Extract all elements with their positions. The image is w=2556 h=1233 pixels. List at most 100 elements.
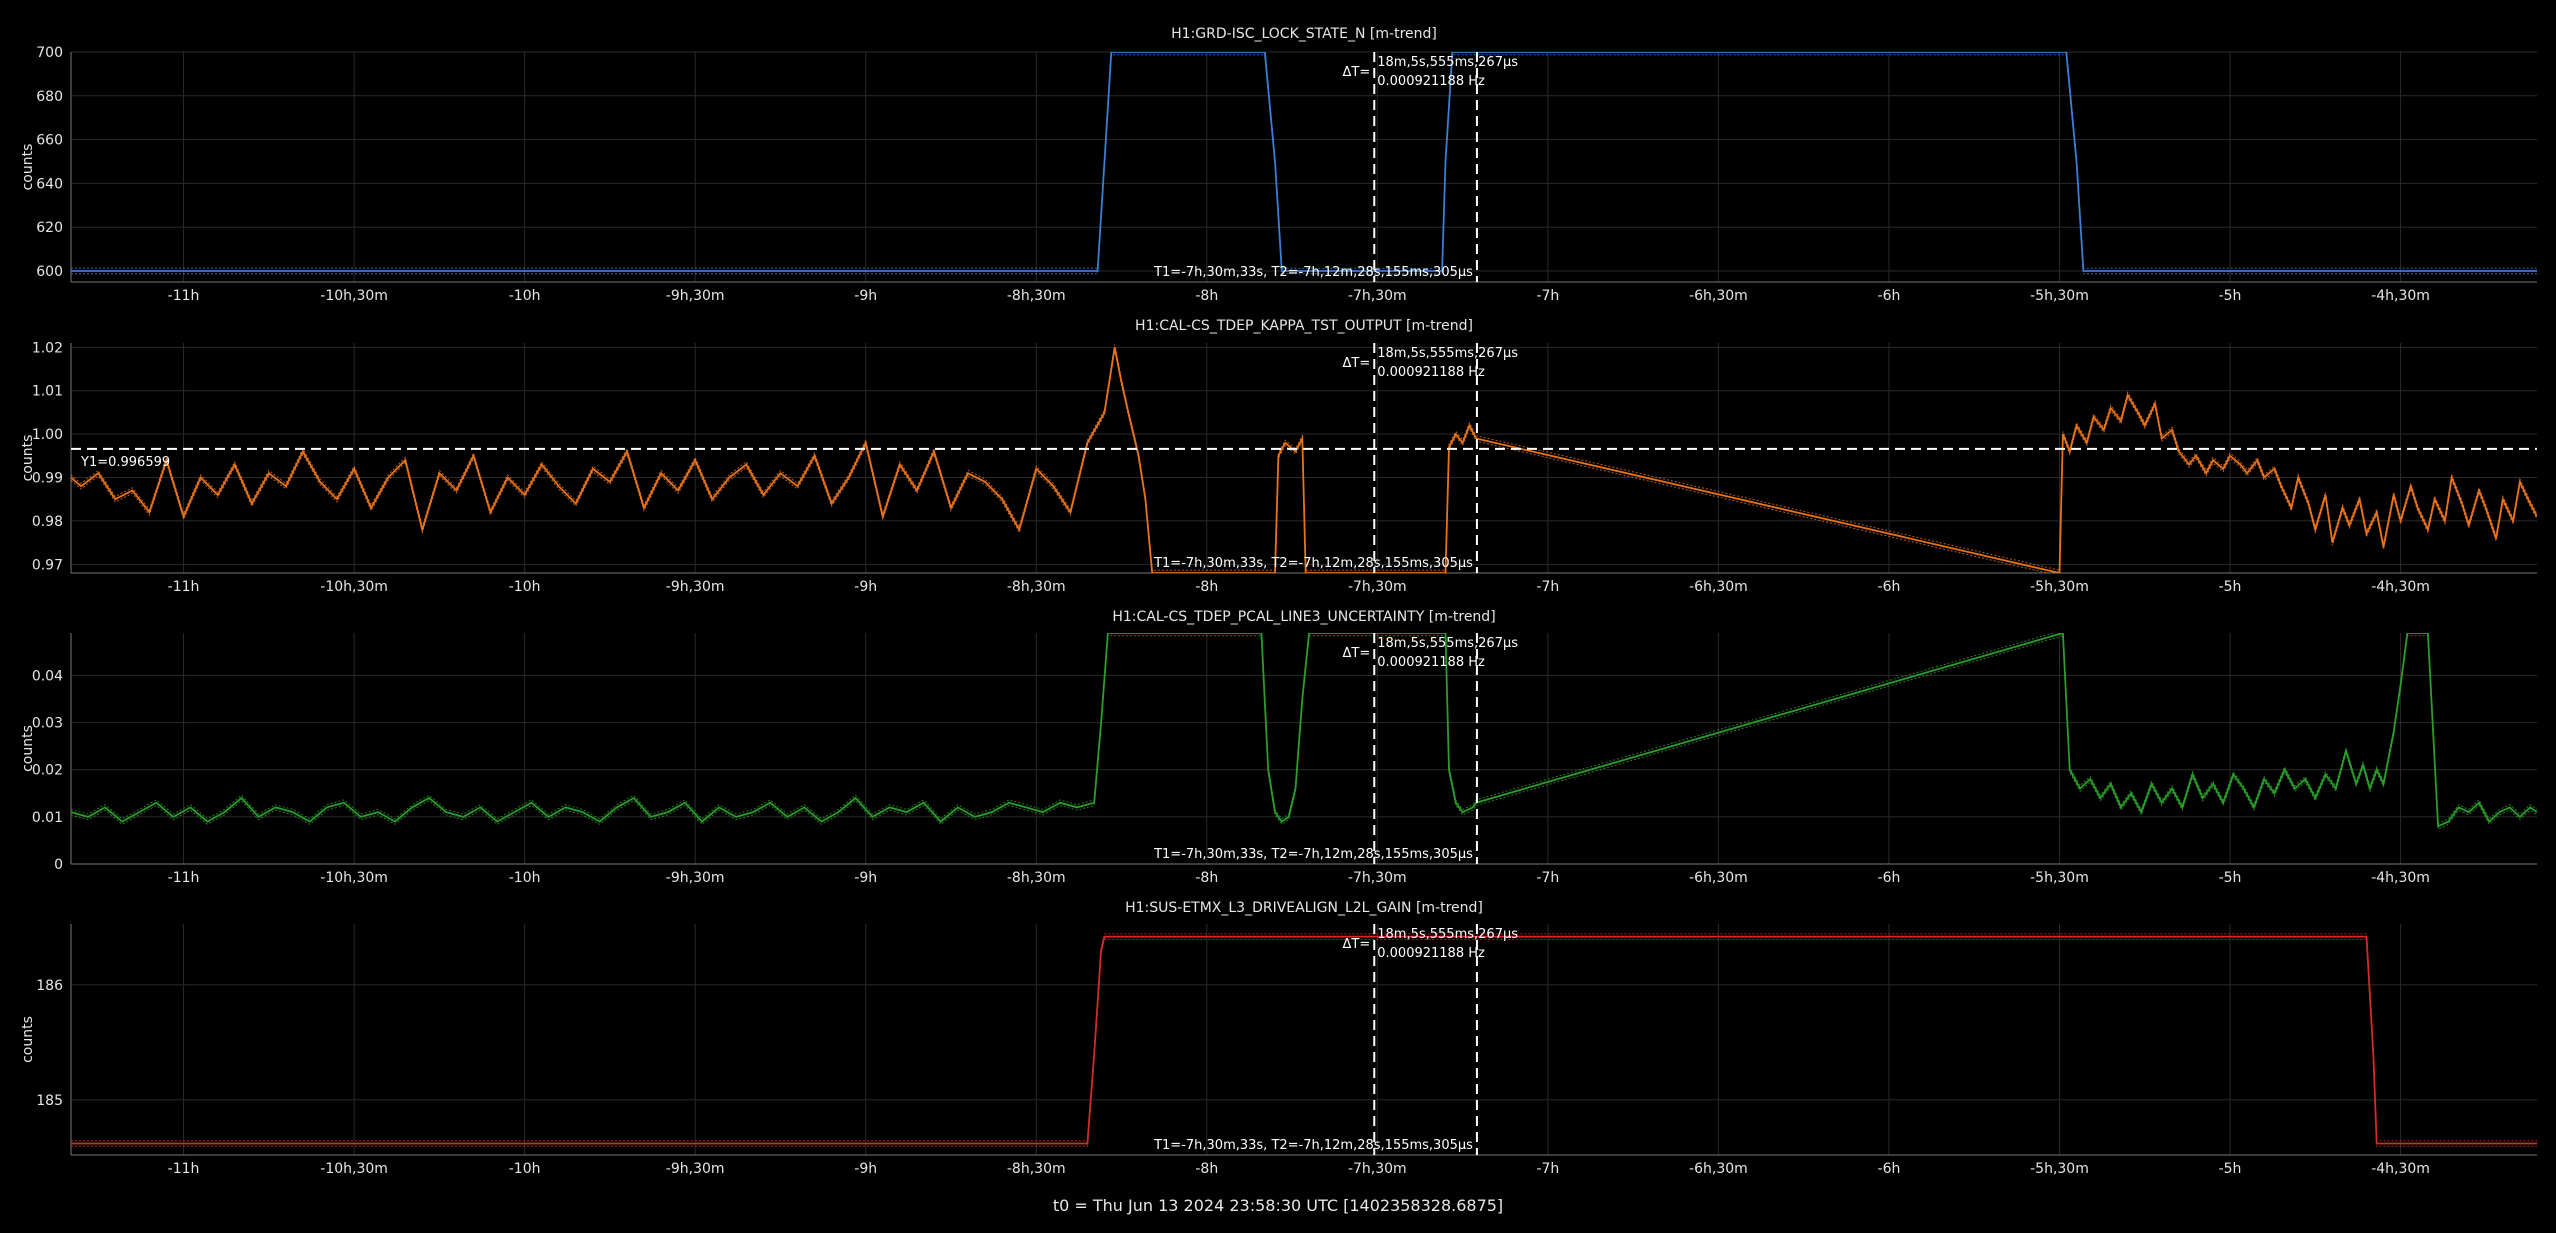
series-group	[71, 633, 2537, 830]
x-tick-label: -5h	[2219, 870, 2242, 886]
delta-frequency: 0.000921188 Hz	[1377, 365, 1485, 380]
plot-title: H1:SUS-ETMX_L3_DRIVEALIGN_L2L_GAIN [m-tr…	[1125, 900, 1483, 916]
y-tick-label: 660	[36, 133, 63, 149]
x-tick-label: -5h	[2219, 1161, 2242, 1177]
x-tick-label: -7h	[1536, 288, 1559, 304]
x-tick-label: -6h,30m	[1689, 870, 1748, 886]
x-tick-label: -8h,30m	[1007, 579, 1066, 595]
y-tick-label: 185	[36, 1093, 63, 1109]
y-tick-label: 680	[36, 89, 63, 105]
x-tick-label: -4h,30m	[2371, 288, 2430, 304]
x-tick-label: -7h,30m	[1348, 288, 1407, 304]
t-cursors-label: T1=-7h,30m,33s, T2=-7h,12m,28s,155ms,305…	[1153, 265, 1473, 280]
delta-t-label: ΔT=	[1343, 937, 1371, 952]
delta-frequency: 0.000921188 Hz	[1377, 655, 1485, 670]
delta-t-label: ΔT=	[1343, 646, 1371, 661]
series-max-envelope	[71, 52, 2537, 269]
plot-title: H1:CAL-CS_TDEP_PCAL_LINE3_UNCERTAINTY [m…	[1112, 609, 1495, 625]
y-tick-label: 0.99	[32, 471, 63, 487]
x-tick-label: -4h,30m	[2371, 579, 2430, 595]
x-tick-label: -11h	[168, 288, 200, 304]
y-tick-label: 0.01	[32, 810, 63, 826]
y-axis-label: counts	[20, 1016, 36, 1063]
y1-cursor-label: Y1=0.996599	[80, 455, 170, 470]
y-tick-label: 600	[36, 264, 63, 280]
delta-t-value: 18m,5s,555ms,267μs	[1377, 346, 1518, 361]
series-max-envelope	[71, 933, 2537, 1142]
series-line	[71, 52, 2537, 272]
delta-frequency: 0.000921188 Hz	[1377, 946, 1485, 961]
delta-t-label: ΔT=	[1343, 65, 1371, 80]
y-tick-label: 1.02	[32, 340, 63, 356]
delta-t-value: 18m,5s,555ms,267μs	[1377, 55, 1518, 70]
x-tick-label: -6h	[1878, 1161, 1901, 1177]
x-tick-label: -7h,30m	[1348, 579, 1407, 595]
plot-panel-3: 0 0.01 0.02 0.03 0.04 -11h -10h,30m -10h -9h,30m…	[20, 609, 2537, 886]
y-tick-label: 0.04	[32, 668, 63, 684]
x-tick-label: -10h	[509, 288, 541, 304]
series-max-envelope	[71, 344, 2537, 571]
x-tick-label: -8h	[1195, 579, 1218, 595]
y-tick-label: 0.97	[32, 557, 63, 573]
series-group	[71, 344, 2537, 573]
y-tick-label: 0.02	[32, 763, 63, 779]
x-tick-label: -9h	[854, 1161, 877, 1177]
series-min-envelope	[71, 938, 2537, 1147]
series-min-envelope	[71, 350, 2537, 573]
x-tick-label: -7h	[1536, 870, 1559, 886]
x-tick-label: -10h,30m	[320, 1161, 388, 1177]
plot-panel-2: 0.97 0.98 0.99 1.00 1.01 1.02 -11h -10h,30m -10h…	[20, 318, 2537, 595]
delta-t-label: ΔT=	[1343, 356, 1371, 371]
y-axis-label: counts	[20, 725, 36, 772]
delta-frequency: 0.000921188 Hz	[1377, 74, 1485, 89]
x-tick-label: -11h	[168, 1161, 200, 1177]
x-tick-label: -4h,30m	[2371, 1161, 2430, 1177]
series-group	[71, 933, 2537, 1147]
x-tick-label: -10h	[509, 870, 541, 886]
x-tick-label: -9h,30m	[666, 1161, 725, 1177]
delta-t-value: 18m,5s,555ms,267μs	[1377, 636, 1518, 651]
x-tick-label: -8h,30m	[1007, 1161, 1066, 1177]
series-line	[71, 935, 2537, 1145]
plot-title: H1:GRD-ISC_LOCK_STATE_N [m-trend]	[1171, 26, 1437, 42]
y-axis-label: counts	[20, 144, 36, 191]
y-tick-label: 0.98	[32, 514, 63, 530]
series-min-envelope	[71, 635, 2537, 830]
x-tick-label: -5h	[2219, 579, 2242, 595]
series-min-envelope	[71, 54, 2537, 275]
y-tick-label: 186	[36, 978, 63, 994]
plot-panel-1: 600 620 640 660 680 700 -11h -10h,30m -10h -9h,30…	[20, 26, 2537, 304]
x-tick-label: -10h,30m	[320, 288, 388, 304]
x-tick-label: -5h,30m	[2030, 579, 2089, 595]
x-tick-label: -7h,30m	[1348, 1161, 1407, 1177]
t-cursors-label: T1=-7h,30m,33s, T2=-7h,12m,28s,155ms,305…	[1153, 556, 1473, 571]
y-tick-label: 1.01	[32, 384, 63, 400]
x-tick-label: -6h,30m	[1689, 579, 1748, 595]
t0-footer: t0 = Thu Jun 13 2024 23:58:30 UTC [14023…	[1052, 1196, 1504, 1215]
plot-title: H1:CAL-CS_TDEP_KAPPA_TST_OUTPUT [m-trend…	[1135, 318, 1473, 334]
plot-panel-4: 185 186 -11h -10h,30m -10h -9h,30m -9h -8h,30m -…	[20, 900, 2537, 1177]
x-tick-label: -10h,30m	[320, 579, 388, 595]
x-tick-label: -9h	[854, 870, 877, 886]
x-tick-label: -6h,30m	[1689, 288, 1748, 304]
x-tick-label: -10h,30m	[320, 870, 388, 886]
t-cursors-label: T1=-7h,30m,33s, T2=-7h,12m,28s,155ms,305…	[1153, 1138, 1473, 1153]
series-line	[71, 347, 2537, 573]
y-tick-label: 0.03	[32, 716, 63, 732]
x-tick-label: -7h	[1536, 1161, 1559, 1177]
x-tick-label: -10h	[509, 1161, 541, 1177]
x-tick-label: -9h,30m	[666, 288, 725, 304]
x-tick-label: -5h	[2219, 288, 2242, 304]
x-tick-label: -8h	[1195, 288, 1218, 304]
x-tick-label: -5h,30m	[2030, 288, 2089, 304]
y-axis-label: counts	[20, 435, 36, 482]
x-tick-label: -11h	[168, 870, 200, 886]
x-tick-label: -4h,30m	[2371, 870, 2430, 886]
x-tick-label: -8h	[1195, 1161, 1218, 1177]
x-tick-label: -7h	[1536, 579, 1559, 595]
x-tick-label: -8h	[1195, 870, 1218, 886]
x-tick-label: -5h,30m	[2030, 870, 2089, 886]
delta-t-value: 18m,5s,555ms,267μs	[1377, 927, 1518, 942]
x-tick-label: -8h,30m	[1007, 870, 1066, 886]
y-tick-label: 0	[54, 857, 63, 873]
